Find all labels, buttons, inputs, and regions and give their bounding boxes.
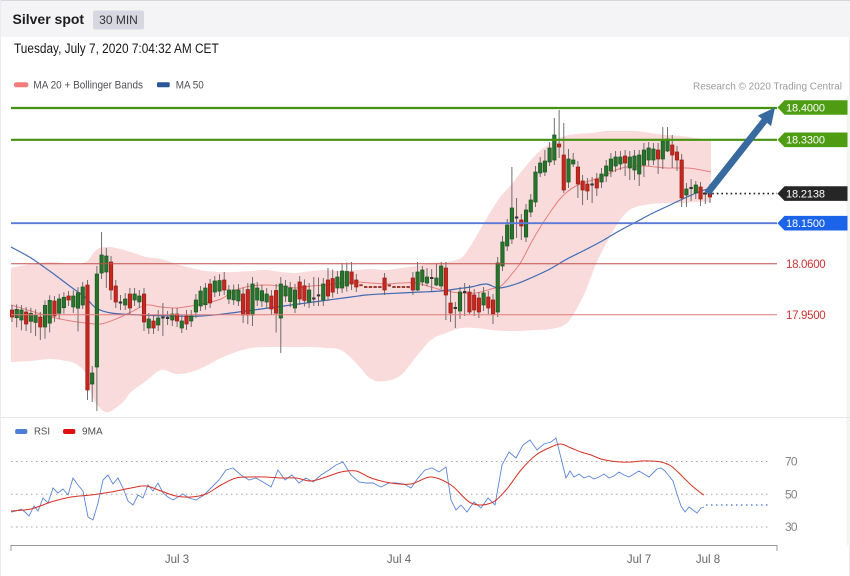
svg-text:Jul 7: Jul 7 bbox=[627, 554, 651, 566]
svg-text:18.1500: 18.1500 bbox=[786, 218, 825, 230]
svg-text:30: 30 bbox=[785, 520, 798, 534]
svg-text:MA 20 + Bollinger Bands: MA 20 + Bollinger Bands bbox=[33, 80, 143, 92]
svg-text:MA 50: MA 50 bbox=[176, 80, 204, 92]
svg-text:18.4000: 18.4000 bbox=[786, 102, 825, 114]
svg-text:Jul 3: Jul 3 bbox=[165, 554, 189, 566]
svg-text:Jul 8: Jul 8 bbox=[696, 554, 720, 566]
svg-text:30 MIN: 30 MIN bbox=[99, 13, 138, 27]
svg-text:18.0600: 18.0600 bbox=[786, 259, 826, 271]
svg-text:Tuesday, July 7, 2020 7:04:32: Tuesday, July 7, 2020 7:04:32 AM CET bbox=[14, 41, 219, 56]
svg-text:RSI: RSI bbox=[34, 426, 50, 438]
svg-text:18.2138: 18.2138 bbox=[786, 189, 825, 201]
svg-text:Silver spot: Silver spot bbox=[13, 11, 85, 27]
svg-text:70: 70 bbox=[785, 455, 798, 469]
svg-text:50: 50 bbox=[785, 488, 798, 502]
svg-text:9MA: 9MA bbox=[82, 426, 103, 438]
svg-text:18.3300: 18.3300 bbox=[786, 135, 825, 147]
svg-text:Jul 4: Jul 4 bbox=[387, 554, 412, 566]
svg-text:17.9500: 17.9500 bbox=[786, 310, 826, 322]
svg-text:Research © 2020 Trading Centra: Research © 2020 Trading Central bbox=[693, 81, 842, 93]
